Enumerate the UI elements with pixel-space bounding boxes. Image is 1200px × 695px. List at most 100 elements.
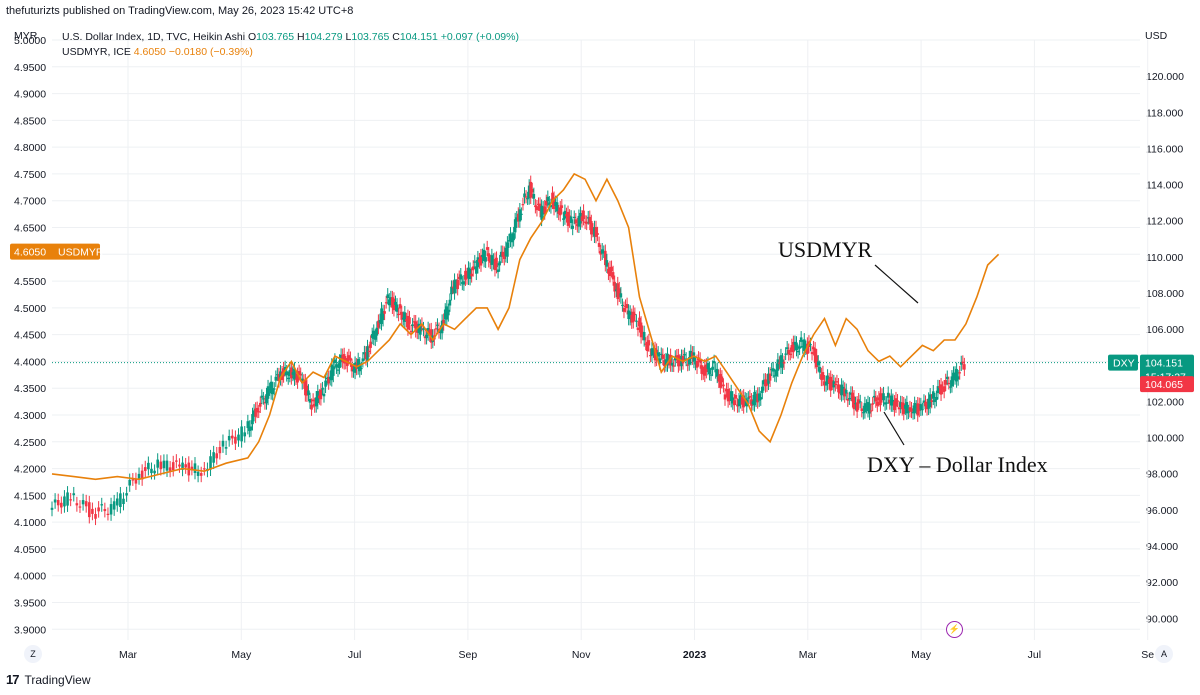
dxy-candle: [907, 411, 910, 413]
dxy-candle: [464, 270, 467, 280]
dxy-candle: [767, 373, 770, 384]
dxy-candle: [725, 389, 728, 392]
dxy-candle: [515, 217, 519, 222]
legend-c-label: C: [392, 31, 400, 43]
dxy-candle: [820, 374, 823, 380]
dxy-candle: [706, 363, 710, 369]
legend-myr-row[interactable]: USDMYR, ICE 4.6050 −0.0180 (−0.39%): [62, 45, 519, 60]
dxy-candle: [641, 331, 644, 335]
dxy-candle: [947, 382, 951, 385]
dxy-candle: [443, 309, 447, 320]
dxy-candle: [209, 456, 212, 470]
dxy-candle: [610, 266, 613, 272]
dxy-candle: [332, 366, 335, 376]
tradingview-logo-icon: 17: [6, 672, 20, 687]
dxy-candle: [400, 311, 404, 320]
dxy-candle: [942, 386, 946, 392]
dxy-candle: [709, 374, 713, 376]
dxy-candle: [781, 359, 784, 368]
dxy-candle: [687, 357, 691, 365]
dxy-candle: [588, 216, 592, 224]
dxy-candle: [546, 196, 550, 202]
dxy-candle: [476, 257, 480, 268]
dxy-candle: [338, 360, 341, 368]
left-tick-label: 3.9000: [14, 624, 46, 636]
dxy-candle: [886, 392, 890, 398]
dxy-candle: [568, 215, 571, 222]
dxy-candle: [866, 402, 870, 412]
right-tick-label: 102.000: [1146, 396, 1184, 408]
dxy-candle: [479, 255, 483, 266]
dxy-candle: [159, 461, 163, 470]
dxy-candle: [258, 402, 262, 407]
left-tick-label: 4.9000: [14, 89, 46, 101]
dxy-candle: [66, 492, 69, 506]
dxy-candle: [899, 402, 902, 407]
dxy-candle: [686, 364, 690, 366]
dxy-candle: [411, 324, 414, 327]
dxy-candle: [703, 365, 707, 376]
dxy-candle: [604, 250, 607, 266]
dxy-candle: [916, 403, 920, 416]
legend-dxy-row[interactable]: U.S. Dollar Index, 1D, TVC, Heikin Ashi …: [62, 30, 519, 45]
dxy-candle: [659, 353, 663, 356]
dxy-candle: [344, 362, 348, 364]
dxy-candle: [243, 432, 247, 437]
dxy-candle: [285, 371, 288, 376]
dxy-candle: [492, 259, 495, 264]
dxy-candle: [750, 399, 753, 406]
dxy-candle: [53, 499, 57, 503]
dxy-candle: [700, 365, 703, 374]
dxy-candle: [548, 202, 551, 206]
dxy-candle: [364, 352, 368, 360]
dxy-candle: [734, 395, 738, 399]
dxy-candle: [804, 346, 808, 349]
auto-scale-button[interactable]: A: [1155, 645, 1173, 663]
dxy-candle: [560, 205, 564, 209]
dxy-candle: [294, 378, 298, 380]
dxy-candle: [701, 373, 705, 375]
dxy-candle: [579, 212, 582, 224]
dxy-candle: [872, 395, 876, 398]
left-tick-label: 4.7000: [14, 196, 46, 208]
dxy-candle: [607, 268, 610, 274]
dxy-candle: [664, 359, 668, 366]
dxy-candle: [272, 388, 276, 390]
dxy-candle: [530, 189, 534, 193]
dxy-candle: [230, 435, 234, 439]
dxy-candle: [851, 392, 854, 402]
dxy-candle: [196, 471, 200, 476]
dxy-candle: [633, 313, 637, 316]
dxy-candle: [434, 328, 438, 330]
dxy-candle: [353, 362, 357, 373]
zoom-button[interactable]: Z: [24, 645, 42, 663]
dxy-candle: [316, 391, 320, 403]
dxy-candle: [451, 286, 455, 288]
dxy-candle: [481, 254, 484, 258]
dxy-candle: [254, 408, 257, 417]
dxy-candle: [447, 309, 450, 316]
lightning-icon[interactable]: ⚡: [946, 621, 963, 638]
x-tick-label: Se: [1141, 649, 1154, 661]
dxy-candle: [175, 460, 178, 462]
dxy-candle: [293, 368, 296, 380]
dxy-candle: [454, 285, 458, 288]
dxy-candle: [467, 267, 470, 279]
dxy-candle: [147, 462, 150, 470]
dxy-candle: [367, 350, 371, 353]
dxy-candle: [661, 354, 665, 359]
dxy-candle: [580, 216, 584, 222]
dxy-candle: [666, 353, 669, 366]
dxy-candle: [764, 379, 767, 387]
dxy-candle: [414, 321, 418, 332]
right-tick-label: 100.000: [1146, 433, 1184, 445]
dxy-candle: [165, 460, 169, 471]
dxy-candle: [378, 319, 382, 323]
dxy-candle: [565, 214, 568, 217]
dxy-candle: [417, 323, 421, 333]
legend-myr-value: 4.6050: [133, 46, 166, 58]
dxy-candle: [793, 341, 797, 345]
left-tick-label: 4.0000: [14, 571, 46, 583]
dxy-candle: [333, 359, 337, 363]
